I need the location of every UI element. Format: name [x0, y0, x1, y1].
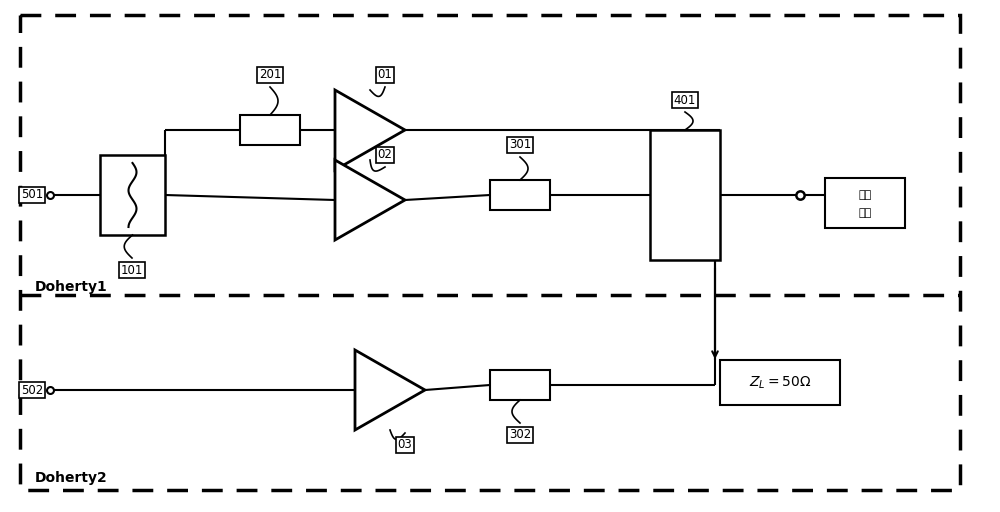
Text: 03: 03 [398, 438, 412, 452]
Text: 01: 01 [378, 69, 392, 81]
Text: 501: 501 [21, 188, 43, 202]
Bar [490, 370, 550, 400]
Bar [650, 130, 720, 260]
Text: $Z_L = 50\Omega$: $Z_L = 50\Omega$ [749, 374, 811, 391]
Text: Doherty1: Doherty1 [35, 280, 108, 294]
Text: 101: 101 [121, 264, 143, 276]
Bar [240, 115, 300, 145]
Text: Doherty2: Doherty2 [35, 471, 108, 485]
Text: 301: 301 [509, 139, 531, 152]
Polygon shape [335, 160, 405, 240]
Text: 输出: 输出 [858, 190, 872, 200]
Text: 负载: 负载 [858, 208, 872, 218]
Text: 502: 502 [21, 383, 43, 396]
Text: 201: 201 [259, 69, 281, 81]
Polygon shape [335, 90, 405, 170]
Text: 302: 302 [509, 429, 531, 441]
Bar [720, 360, 840, 405]
Text: 02: 02 [378, 148, 392, 161]
Bar [490, 180, 550, 210]
Text: 401: 401 [674, 94, 696, 106]
Polygon shape [355, 350, 425, 430]
Bar [100, 155, 165, 235]
Bar [825, 178, 905, 228]
